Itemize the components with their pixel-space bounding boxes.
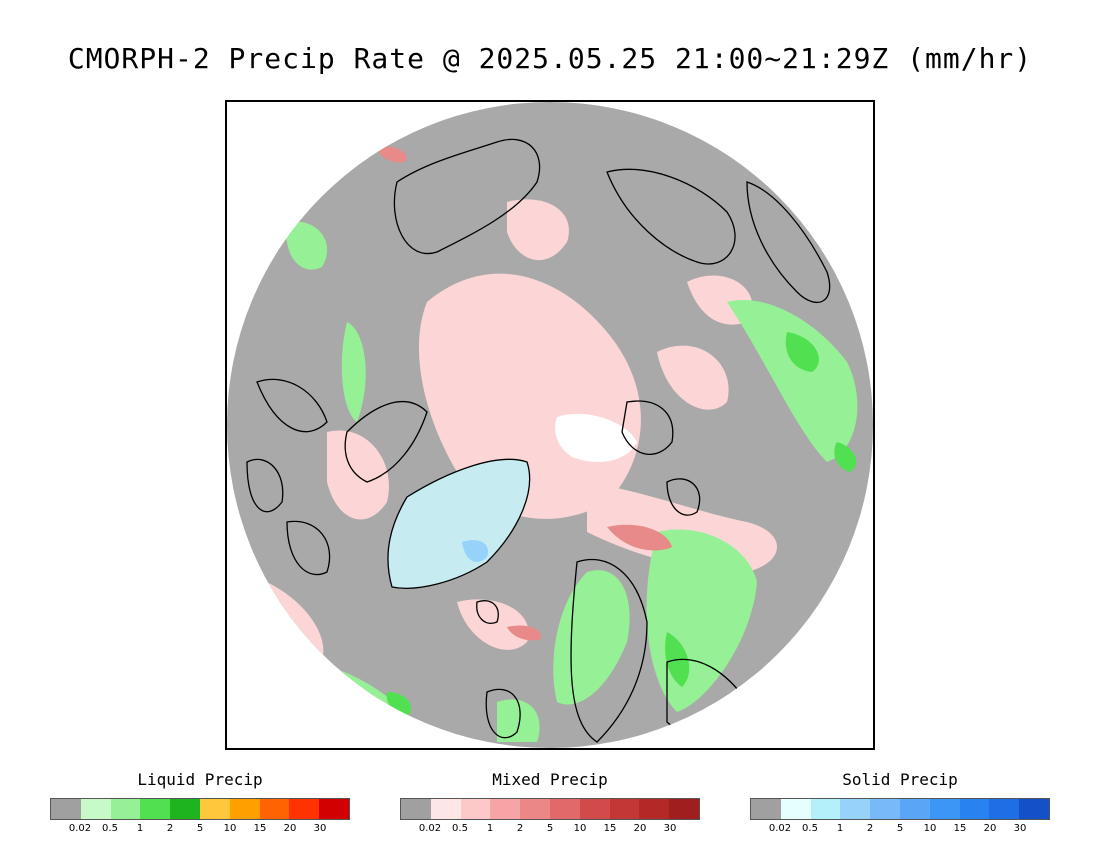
legend-swatch [609, 799, 640, 819]
legend-swatch [780, 799, 811, 819]
legend-swatch [319, 799, 349, 819]
legend-tick-label: 0.02 [418, 823, 442, 834]
legend-tick-label: 1 [486, 823, 494, 834]
legend-swatch [259, 799, 290, 819]
legend-mixed: Mixed Precip 0.02 0.5 1 2 5 10 15 20 30 [400, 770, 700, 836]
legend-swatch [840, 799, 871, 819]
legend-liquid: Liquid Precip 0.02 0.5 1 2 5 10 15 20 30 [50, 770, 350, 836]
legend-tick-label: 0.5 [102, 823, 118, 834]
legend-tick-label: 10 [223, 823, 237, 834]
legend-swatch [110, 799, 141, 819]
mixed-precip-heavier [377, 146, 672, 641]
legend-tick-label: 15 [253, 823, 267, 834]
legend-tick-label: 2 [866, 823, 874, 834]
legend-swatch [639, 799, 670, 819]
legend-title: Mixed Precip [492, 770, 608, 789]
legend-swatch [430, 799, 461, 819]
legend-swatch [229, 799, 260, 819]
legend-swatch [870, 799, 900, 819]
legend-swatch [490, 799, 521, 819]
greenland-solid-precip [387, 459, 530, 589]
legend-tick-label: 0.02 [768, 823, 792, 834]
legend-tick-label: 0.5 [452, 823, 468, 834]
legend-swatch [289, 799, 320, 819]
legend-tick-label: 10 [923, 823, 937, 834]
legend-solid: Solid Precip 0.02 0.5 1 2 5 10 15 20 30 [750, 770, 1050, 836]
legend-tick-label: 15 [603, 823, 617, 834]
legend-tick-label: 20 [633, 823, 647, 834]
tick-labels: 0.02 0.5 1 2 5 10 15 20 30 [750, 820, 1050, 836]
legend-tick-label: 0.5 [802, 823, 818, 834]
legend-swatch [80, 799, 111, 819]
legend-tick-label: 5 [546, 823, 554, 834]
map-panel [225, 100, 875, 750]
legend-swatch [751, 799, 781, 819]
pole-data-gap [555, 413, 637, 462]
legend-swatch [810, 799, 841, 819]
legend-title: Liquid Precip [137, 770, 263, 789]
legend-swatch [989, 799, 1020, 819]
color-bar [400, 798, 700, 820]
legend-tick-label: 5 [896, 823, 904, 834]
legend-tick-label: 10 [573, 823, 587, 834]
tick-labels: 0.02 0.5 1 2 5 10 15 20 30 [50, 820, 350, 836]
legend-tick-label: 2 [166, 823, 174, 834]
legend-swatch [669, 799, 699, 819]
legend-swatch [579, 799, 610, 819]
legend-swatch [549, 799, 580, 819]
legend-tick-label: 30 [1013, 823, 1027, 834]
legend-swatch [140, 799, 171, 819]
legend-tick-label: 0.02 [68, 823, 92, 834]
legend-swatch [401, 799, 431, 819]
legend-title: Solid Precip [842, 770, 958, 789]
legend-tick-label: 30 [663, 823, 677, 834]
map-title: CMORPH-2 Precip Rate @ 2025.05.25 21:00~… [67, 42, 1033, 75]
color-bar [750, 798, 1050, 820]
legend-swatch [170, 799, 200, 819]
legend-tick-label: 1 [136, 823, 144, 834]
legend-swatch [199, 799, 230, 819]
legend-tick-label: 2 [516, 823, 524, 834]
legend-tick-label: 1 [836, 823, 844, 834]
legend-swatch [959, 799, 990, 819]
legend-swatch [1019, 799, 1049, 819]
legend-tick-label: 5 [196, 823, 204, 834]
legend-tick-label: 20 [283, 823, 297, 834]
color-bar [50, 798, 350, 820]
polar-map [227, 102, 873, 748]
legend-tick-label: 20 [983, 823, 997, 834]
tick-labels: 0.02 0.5 1 2 5 10 15 20 30 [400, 820, 700, 836]
legend-swatch [899, 799, 930, 819]
legend-swatch [51, 799, 81, 819]
legend-tick-label: 15 [953, 823, 967, 834]
legend-swatch [460, 799, 491, 819]
legend-swatch [520, 799, 550, 819]
legend-tick-label: 30 [313, 823, 327, 834]
legend-swatch [929, 799, 960, 819]
